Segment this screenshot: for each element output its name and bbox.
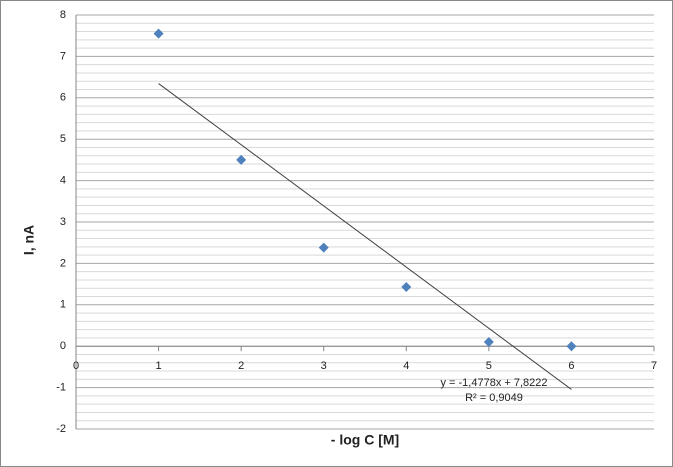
y-tick-label: -2 bbox=[56, 423, 66, 435]
y-tick-label: 3 bbox=[60, 216, 66, 228]
y-axis-title: I, nA bbox=[21, 225, 37, 255]
data-point bbox=[318, 242, 329, 253]
x-tick-label: 2 bbox=[238, 360, 244, 372]
trendline-r-squared: R² = 0,9049 bbox=[465, 392, 523, 404]
y-tick-label: 6 bbox=[60, 92, 66, 104]
y-tick-label: 4 bbox=[60, 175, 66, 187]
y-tick-label: -1 bbox=[56, 382, 66, 394]
x-tick-label: 7 bbox=[651, 360, 657, 372]
y-tick-label: 2 bbox=[60, 257, 66, 269]
x-tick-label: 5 bbox=[486, 360, 492, 372]
x-tick-label: 3 bbox=[321, 360, 327, 372]
x-tick-label: 0 bbox=[73, 360, 79, 372]
x-tick-label: 1 bbox=[156, 360, 162, 372]
data-point bbox=[153, 28, 164, 39]
data-point bbox=[483, 337, 494, 348]
trendline-equation: y = -1,4778x + 7,8222 bbox=[440, 377, 547, 389]
y-tick-label: 5 bbox=[60, 133, 66, 145]
y-tick-label: 1 bbox=[60, 299, 66, 311]
y-tick-label: 8 bbox=[60, 9, 66, 21]
trendline bbox=[158, 83, 572, 390]
y-tick-label: 0 bbox=[60, 340, 66, 352]
x-tick-label: 4 bbox=[403, 360, 409, 372]
data-point bbox=[401, 281, 412, 292]
data-point bbox=[236, 154, 247, 165]
data-point bbox=[566, 341, 577, 352]
x-axis-title: - log C [M] bbox=[331, 432, 399, 448]
y-tick-label: 7 bbox=[60, 50, 66, 62]
x-tick-label: 6 bbox=[568, 360, 574, 372]
